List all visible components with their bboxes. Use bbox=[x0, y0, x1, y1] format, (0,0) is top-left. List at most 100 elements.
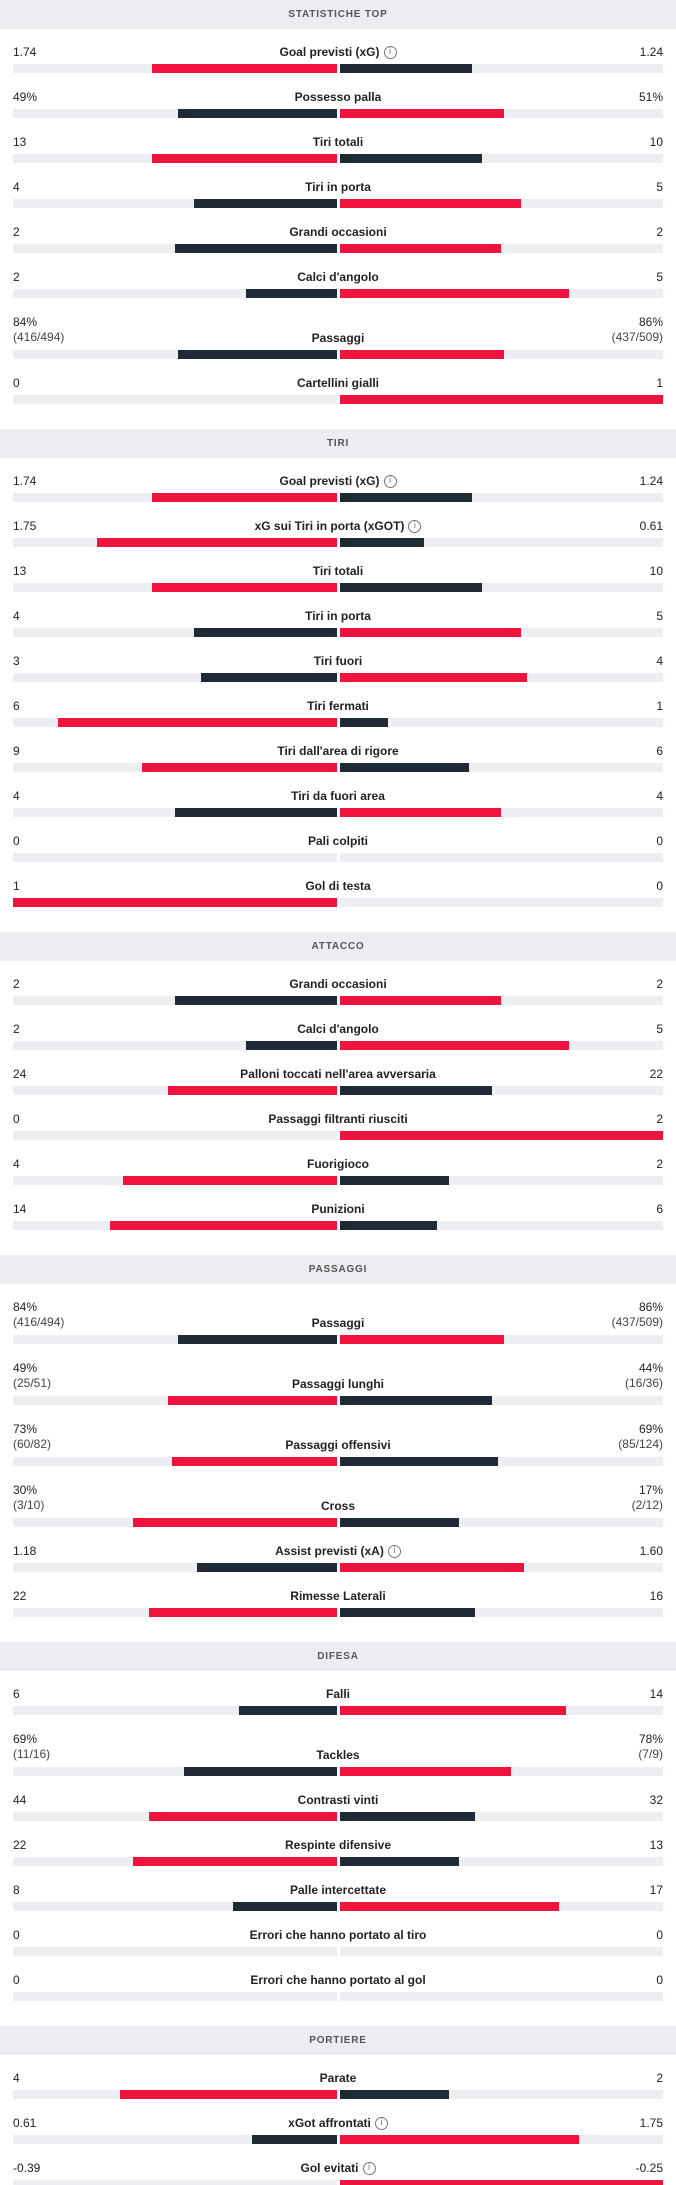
away-bar-track bbox=[339, 763, 663, 772]
info-icon[interactable]: i bbox=[362, 2161, 376, 2175]
comparison-bar bbox=[13, 1131, 663, 1140]
home-value: 4 bbox=[13, 789, 20, 804]
stat-label: Grandi occasioni bbox=[0, 977, 676, 991]
away-value: 5 bbox=[656, 270, 663, 285]
home-value-main: 13 bbox=[13, 135, 27, 149]
stat-row-tiri-da-fuori-area: 4 Tiri da fuori area 4 bbox=[0, 783, 676, 828]
stat-label-text: Grandi occasioni bbox=[289, 225, 387, 239]
away-bar-fill bbox=[339, 673, 528, 682]
info-icon[interactable]: i bbox=[383, 474, 397, 488]
home-bar-fill bbox=[97, 538, 337, 547]
away-value: 1 bbox=[656, 376, 663, 391]
stat-row-tiri-fuori: 3 Tiri fuori 4 bbox=[0, 648, 676, 693]
home-bar-fill bbox=[174, 996, 337, 1005]
stat-label-text: Tiri da fuori area bbox=[291, 789, 385, 803]
home-value: 6 bbox=[13, 1687, 20, 1702]
away-bar-fill bbox=[339, 996, 502, 1005]
stat-label-text: Passaggi lunghi bbox=[291, 1377, 384, 1391]
stat-row-punizioni: 14 Punizioni 6 bbox=[0, 1196, 676, 1241]
comparison-bar bbox=[13, 898, 663, 907]
stat-row-tiri-in-porta: 4 Tiri in porta 5 bbox=[0, 603, 676, 648]
away-bar-track bbox=[339, 1086, 663, 1095]
stat-label: xGot affrontati i bbox=[0, 2116, 676, 2130]
comparison-bar bbox=[13, 718, 663, 727]
info-icon[interactable]: i bbox=[374, 2116, 388, 2130]
stat-label-text: Gol evitati bbox=[300, 2161, 359, 2175]
away-value-main: 1.60 bbox=[639, 1544, 663, 1558]
home-bar-track bbox=[13, 538, 337, 547]
away-bar-fill bbox=[339, 350, 505, 359]
comparison-bar bbox=[13, 1812, 663, 1821]
stat-label-text: Tiri dall'area di rigore bbox=[277, 744, 399, 758]
away-value: 78% (7/9) bbox=[638, 1732, 663, 1762]
home-bar-fill bbox=[123, 1176, 337, 1185]
home-bar-track bbox=[13, 1176, 337, 1185]
home-value-main: 0 bbox=[13, 1973, 20, 1987]
info-icon[interactable]: i bbox=[387, 1544, 401, 1558]
home-value-main: 4 bbox=[13, 789, 20, 803]
stat-label: Goal previsti (xG) i bbox=[0, 474, 676, 488]
home-bar-fill bbox=[194, 199, 337, 208]
stat-label-text: Calci d'angolo bbox=[297, 1022, 379, 1036]
section-header: PASSAGGI bbox=[0, 1255, 676, 1284]
stat-label: Tiri fuori bbox=[0, 654, 676, 668]
stat-label-text: Errori che hanno portato al gol bbox=[250, 1973, 426, 1987]
home-value-main: 30% bbox=[13, 1483, 38, 1497]
away-value: 1.24 bbox=[640, 45, 663, 60]
stat-row-assist-previsti-xa: 1.18 Assist previsti (xA) i 1.60 bbox=[0, 1538, 676, 1583]
away-bar-track bbox=[339, 628, 663, 637]
stat-label-text: Palle intercettate bbox=[289, 1883, 387, 1897]
away-value: 2 bbox=[656, 977, 663, 992]
info-icon[interactable]: i bbox=[383, 45, 397, 59]
home-bar-track bbox=[13, 628, 337, 637]
home-value-main: 69% bbox=[13, 1732, 38, 1746]
stat-row-rimesse-laterali: 22 Rimesse Laterali 16 bbox=[0, 1583, 676, 1628]
home-bar-track bbox=[13, 1902, 337, 1911]
stat-row-cross: 30% (3/10) Cross 17% (2/12) bbox=[0, 1477, 676, 1538]
home-value-detail: (25/51) bbox=[13, 1376, 52, 1390]
comparison-bar bbox=[13, 808, 663, 817]
stat-label-text: Cartellini gialli bbox=[296, 376, 380, 390]
stat-label-text: Assist previsti (xA) bbox=[275, 1544, 384, 1558]
away-value: 4 bbox=[656, 789, 663, 804]
home-value-main: 2 bbox=[13, 270, 20, 284]
home-bar-fill bbox=[174, 244, 337, 253]
away-value-main: 2 bbox=[656, 1112, 663, 1126]
away-bar-fill bbox=[339, 538, 424, 547]
stat-label-text: xGot affrontati bbox=[288, 2116, 371, 2130]
stat-label: Tiri in porta bbox=[0, 180, 676, 194]
stat-label: xG sui Tiri in porta (xGOT) i bbox=[0, 519, 676, 533]
home-value-main: 2 bbox=[13, 977, 20, 991]
home-bar-fill bbox=[194, 628, 337, 637]
stat-label: Gol evitati i bbox=[0, 2161, 676, 2175]
away-value-main: 5 bbox=[656, 1022, 663, 1036]
stat-label: Parate bbox=[0, 2071, 676, 2085]
stat-label-text: Falli bbox=[325, 1687, 350, 1701]
away-value: 10 bbox=[650, 564, 663, 579]
home-value-main: 22 bbox=[13, 1589, 27, 1603]
home-value-main: 22 bbox=[13, 1838, 27, 1852]
home-value-detail: (3/10) bbox=[13, 1498, 45, 1512]
home-bar-fill bbox=[132, 1857, 337, 1866]
stat-row-grandi-occasioni: 2 Grandi occasioni 2 bbox=[0, 219, 676, 264]
away-bar-track bbox=[339, 154, 663, 163]
home-bar-track bbox=[13, 1812, 337, 1821]
stat-label: Passaggi bbox=[0, 1316, 676, 1330]
stat-label-text: Contrasti vinti bbox=[297, 1793, 379, 1807]
info-icon[interactable]: i bbox=[408, 519, 422, 533]
stat-label-text: Passaggi bbox=[311, 331, 365, 345]
away-value-main: 69% bbox=[638, 1422, 663, 1436]
comparison-bar bbox=[13, 628, 663, 637]
home-bar-track bbox=[13, 718, 337, 727]
stat-label-text: Gol di testa bbox=[305, 879, 371, 893]
home-bar-fill bbox=[171, 1457, 337, 1466]
stat-label-text: Passaggi bbox=[311, 1316, 365, 1330]
home-value: 2 bbox=[13, 270, 20, 285]
home-bar-fill bbox=[132, 1518, 337, 1527]
stat-row-palle-intercettate: 8 Palle intercettate 17 bbox=[0, 1877, 676, 1922]
home-bar-fill bbox=[200, 673, 337, 682]
home-value-main: 0 bbox=[13, 376, 20, 390]
home-value: 3 bbox=[13, 654, 20, 669]
home-bar-track bbox=[13, 109, 337, 118]
away-bar-track bbox=[339, 350, 663, 359]
